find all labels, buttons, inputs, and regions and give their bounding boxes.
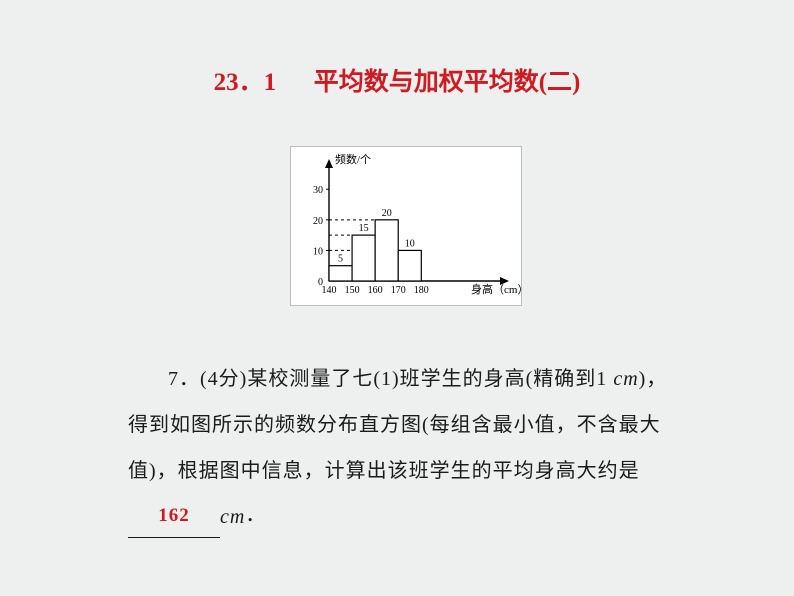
- svg-text:15: 15: [359, 223, 369, 234]
- svg-text:30: 30: [313, 185, 323, 196]
- chapter-number: 23．1: [214, 69, 277, 96]
- svg-text:20: 20: [382, 208, 392, 219]
- cm-unit-1: cm: [613, 368, 638, 390]
- score-label: (4分): [200, 368, 247, 390]
- svg-text:10: 10: [313, 246, 323, 257]
- svg-text:140: 140: [322, 285, 337, 296]
- answer-value: 162: [158, 505, 190, 526]
- svg-text:频数/个: 频数/个: [335, 152, 371, 166]
- svg-text:20: 20: [313, 216, 323, 227]
- svg-text:160: 160: [368, 285, 383, 296]
- svg-text:150: 150: [345, 285, 360, 296]
- cm-unit-2: cm: [220, 506, 245, 528]
- question-number: 7．: [168, 368, 200, 390]
- svg-text:身高（cm）: 身高（cm）: [471, 282, 521, 296]
- chapter-name: 平均数与加权平均数(二): [314, 69, 581, 96]
- answer-blank: 162: [128, 494, 220, 540]
- question-text-1: 某校测量了七(1)班学生的身高(精确到1: [247, 368, 613, 390]
- question-body: 7．(4分)某校测量了七(1)班学生的身高(精确到1 cm)，得到如图所示的频数…: [128, 356, 688, 541]
- svg-text:170: 170: [391, 285, 406, 296]
- histogram-chart: 01020305152010140150160170180频数/个身高（cm）: [290, 146, 522, 306]
- period: ．: [245, 504, 266, 526]
- page-title: 23．1 平均数与加权平均数(二): [0, 62, 794, 98]
- svg-text:180: 180: [414, 285, 429, 296]
- svg-text:10: 10: [405, 238, 415, 249]
- svg-text:5: 5: [338, 254, 343, 265]
